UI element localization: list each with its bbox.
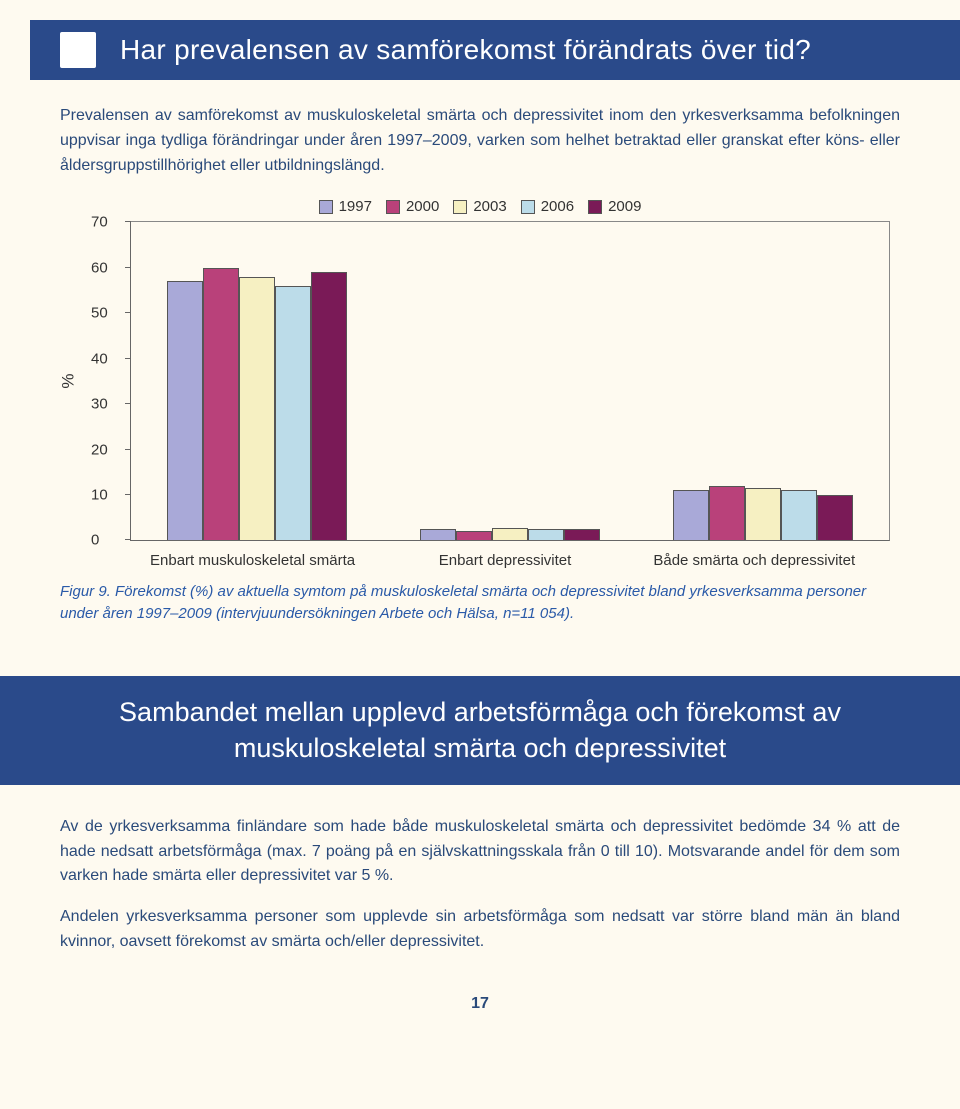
chart-bar — [456, 531, 492, 540]
intro-paragraph: Prevalensen av samförekomst av muskulosk… — [60, 104, 900, 178]
ytick-label: 40 — [91, 350, 108, 367]
chart-bar — [167, 281, 203, 540]
banner-2-title: Sambandet mellan upplevd arbetsförmåga o… — [40, 694, 920, 767]
legend-item: 2003 — [453, 198, 506, 215]
legend-swatch — [588, 200, 602, 214]
bar-group — [131, 222, 384, 540]
legend-item: 2000 — [386, 198, 439, 215]
banner-tick-box — [60, 32, 96, 68]
section-banner-1: Har prevalensen av samförekomst förändra… — [30, 20, 960, 80]
chart-ylabel: % — [59, 374, 79, 389]
bar-group — [384, 222, 637, 540]
chart-category-label: Enbart depressivitet — [387, 551, 624, 571]
chart-category-label: Både smärta och depressivitet — [623, 551, 890, 571]
chart-bar — [420, 529, 456, 540]
legend-item: 2006 — [521, 198, 574, 215]
ytick-mark — [125, 403, 131, 404]
chart-plot-area: % 010203040506070 — [130, 221, 890, 541]
body-paragraph-2: Av de yrkesverksamma finländare som hade… — [60, 815, 900, 889]
chart-bar — [239, 277, 275, 540]
ytick-mark — [125, 449, 131, 450]
chart-bar — [781, 490, 817, 540]
chart-bar — [745, 488, 781, 540]
chart-legend: 1997 2000 2003 2006 2009 — [60, 198, 900, 215]
prevalence-chart: 19972000200320062009 % 010203040506070 E… — [60, 198, 900, 571]
ytick-mark — [125, 494, 131, 495]
legend-item: 1997 — [319, 198, 372, 215]
ytick-mark — [125, 358, 131, 359]
section-banner-2: Sambandet mellan upplevd arbetsförmåga o… — [0, 676, 960, 785]
legend-swatch — [521, 200, 535, 214]
ytick-label: 50 — [91, 305, 108, 322]
bar-group — [636, 222, 889, 540]
ytick-mark — [125, 539, 131, 540]
chart-bar — [564, 529, 600, 540]
ytick-label: 70 — [91, 214, 108, 231]
legend-swatch — [319, 200, 333, 214]
chart-bar — [492, 528, 528, 541]
chart-bar — [817, 495, 853, 540]
banner-1-title: Har prevalensen av samförekomst förändra… — [120, 34, 930, 66]
chart-bar — [311, 272, 347, 540]
chart-category-label: Enbart muskuloskeletal smärta — [130, 551, 387, 571]
legend-swatch — [386, 200, 400, 214]
legend-year-label: 2000 — [406, 198, 439, 215]
ytick-label: 0 — [91, 532, 99, 549]
ytick-mark — [125, 221, 131, 222]
body-paragraph-3: Andelen yrkesverksamma personer som uppl… — [60, 905, 900, 955]
chart-bar — [275, 286, 311, 540]
legend-year-label: 2003 — [473, 198, 506, 215]
legend-year-label: 2009 — [608, 198, 641, 215]
chart-bar — [709, 486, 745, 541]
legend-swatch — [453, 200, 467, 214]
ytick-label: 20 — [91, 441, 108, 458]
ytick-label: 30 — [91, 396, 108, 413]
legend-year-label: 2006 — [541, 198, 574, 215]
chart-xlabels: Enbart muskuloskeletal smärtaEnbart depr… — [130, 551, 890, 571]
ytick-mark — [125, 267, 131, 268]
chart-bar — [673, 490, 709, 540]
figure-caption: Figur 9. Förekomst (%) av aktuella symto… — [60, 581, 900, 626]
ytick-mark — [125, 312, 131, 313]
chart-bar — [203, 268, 239, 541]
chart-bar — [528, 529, 564, 540]
ytick-label: 10 — [91, 486, 108, 503]
legend-year-label: 1997 — [339, 198, 372, 215]
legend-item: 2009 — [588, 198, 641, 215]
ytick-label: 60 — [91, 259, 108, 276]
page-number: 17 — [60, 995, 900, 1013]
